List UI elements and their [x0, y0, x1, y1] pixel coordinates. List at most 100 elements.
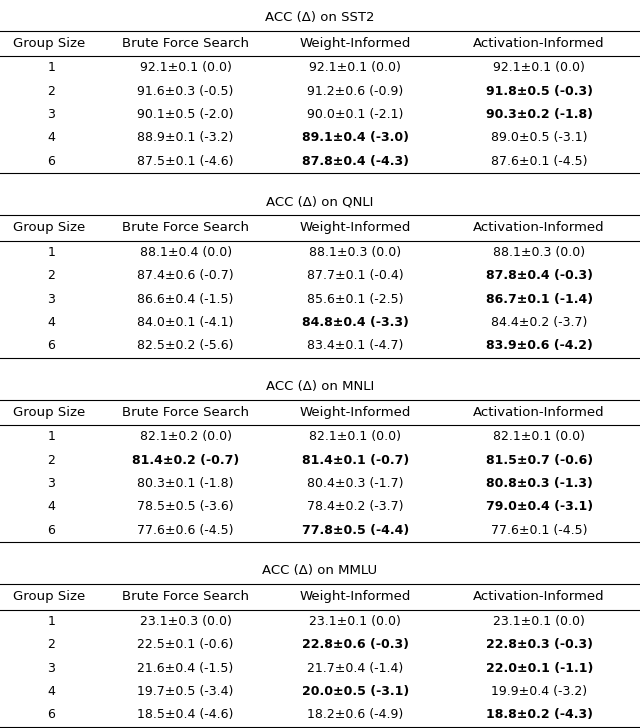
Text: 4: 4: [47, 685, 55, 698]
Text: Weight-Informed: Weight-Informed: [300, 406, 411, 419]
Text: Brute Force Search: Brute Force Search: [122, 37, 249, 50]
Text: 88.9±0.1 (-3.2): 88.9±0.1 (-3.2): [138, 132, 234, 144]
Text: 86.7±0.1 (-1.4): 86.7±0.1 (-1.4): [486, 293, 593, 306]
Text: 3: 3: [47, 108, 55, 121]
Text: Activation-Informed: Activation-Informed: [474, 37, 605, 50]
Text: 18.2±0.6 (-4.9): 18.2±0.6 (-4.9): [307, 708, 403, 721]
Text: 84.0±0.1 (-4.1): 84.0±0.1 (-4.1): [138, 316, 234, 329]
Text: 23.1±0.1 (0.0): 23.1±0.1 (0.0): [493, 615, 585, 628]
Text: Group Size: Group Size: [13, 37, 86, 50]
Text: 90.3±0.2 (-1.8): 90.3±0.2 (-1.8): [486, 108, 593, 121]
Text: 91.8±0.5 (-0.3): 91.8±0.5 (-0.3): [486, 84, 593, 98]
Text: 1: 1: [47, 61, 55, 74]
Text: 92.1±0.1 (0.0): 92.1±0.1 (0.0): [140, 61, 232, 74]
Text: 22.8±0.6 (-0.3): 22.8±0.6 (-0.3): [301, 638, 409, 652]
Text: Group Size: Group Size: [13, 221, 86, 234]
Text: 83.9±0.6 (-4.2): 83.9±0.6 (-4.2): [486, 339, 593, 352]
Text: 83.4±0.1 (-4.7): 83.4±0.1 (-4.7): [307, 339, 403, 352]
Text: ACC (Δ) on MNLI: ACC (Δ) on MNLI: [266, 379, 374, 392]
Text: Brute Force Search: Brute Force Search: [122, 406, 249, 419]
Text: 91.2±0.6 (-0.9): 91.2±0.6 (-0.9): [307, 84, 403, 98]
Text: Activation-Informed: Activation-Informed: [474, 590, 605, 604]
Text: Activation-Informed: Activation-Informed: [474, 406, 605, 419]
Text: 91.6±0.3 (-0.5): 91.6±0.3 (-0.5): [138, 84, 234, 98]
Text: 2: 2: [47, 454, 55, 467]
Text: 87.8±0.4 (-0.3): 87.8±0.4 (-0.3): [486, 269, 593, 282]
Text: 90.1±0.5 (-2.0): 90.1±0.5 (-2.0): [138, 108, 234, 121]
Text: 87.4±0.6 (-0.7): 87.4±0.6 (-0.7): [138, 269, 234, 282]
Text: 87.5±0.1 (-4.6): 87.5±0.1 (-4.6): [138, 155, 234, 167]
Text: 78.5±0.5 (-3.6): 78.5±0.5 (-3.6): [138, 500, 234, 513]
Text: 88.1±0.3 (0.0): 88.1±0.3 (0.0): [309, 246, 401, 259]
Text: 4: 4: [47, 316, 55, 329]
Text: 18.5±0.4 (-4.6): 18.5±0.4 (-4.6): [138, 708, 234, 721]
Text: ACC (Δ) on QNLI: ACC (Δ) on QNLI: [266, 195, 374, 208]
Text: 22.5±0.1 (-0.6): 22.5±0.1 (-0.6): [138, 638, 234, 652]
Text: ACC (Δ) on MMLU: ACC (Δ) on MMLU: [262, 564, 378, 577]
Text: 4: 4: [47, 500, 55, 513]
Text: 85.6±0.1 (-2.5): 85.6±0.1 (-2.5): [307, 293, 403, 306]
Text: 82.5±0.2 (-5.6): 82.5±0.2 (-5.6): [138, 339, 234, 352]
Text: 82.1±0.1 (0.0): 82.1±0.1 (0.0): [309, 430, 401, 443]
Text: 1: 1: [47, 430, 55, 443]
Text: Group Size: Group Size: [13, 590, 86, 604]
Text: Brute Force Search: Brute Force Search: [122, 221, 249, 234]
Text: 22.0±0.1 (-1.1): 22.0±0.1 (-1.1): [486, 662, 593, 675]
Text: 21.7±0.4 (-1.4): 21.7±0.4 (-1.4): [307, 662, 403, 675]
Text: 3: 3: [47, 477, 55, 490]
Text: 80.8±0.3 (-1.3): 80.8±0.3 (-1.3): [486, 477, 593, 490]
Text: 2: 2: [47, 638, 55, 652]
Text: 89.1±0.4 (-3.0): 89.1±0.4 (-3.0): [301, 132, 409, 144]
Text: 19.9±0.4 (-3.2): 19.9±0.4 (-3.2): [491, 685, 588, 698]
Text: 88.1±0.4 (0.0): 88.1±0.4 (0.0): [140, 246, 232, 259]
Text: ACC (Δ) on SST2: ACC (Δ) on SST2: [265, 11, 375, 23]
Text: 88.1±0.3 (0.0): 88.1±0.3 (0.0): [493, 246, 585, 259]
Text: 21.6±0.4 (-1.5): 21.6±0.4 (-1.5): [138, 662, 234, 675]
Text: 87.8±0.4 (-4.3): 87.8±0.4 (-4.3): [301, 155, 409, 167]
Text: 80.3±0.1 (-1.8): 80.3±0.1 (-1.8): [138, 477, 234, 490]
Text: 3: 3: [47, 662, 55, 675]
Text: 22.8±0.3 (-0.3): 22.8±0.3 (-0.3): [486, 638, 593, 652]
Text: 82.1±0.1 (0.0): 82.1±0.1 (0.0): [493, 430, 585, 443]
Text: 86.6±0.4 (-1.5): 86.6±0.4 (-1.5): [138, 293, 234, 306]
Text: 6: 6: [47, 339, 55, 352]
Text: Activation-Informed: Activation-Informed: [474, 221, 605, 234]
Text: 4: 4: [47, 132, 55, 144]
Text: 90.0±0.1 (-2.1): 90.0±0.1 (-2.1): [307, 108, 403, 121]
Text: 81.4±0.1 (-0.7): 81.4±0.1 (-0.7): [301, 454, 409, 467]
Text: 1: 1: [47, 615, 55, 628]
Text: Weight-Informed: Weight-Informed: [300, 221, 411, 234]
Text: 84.4±0.2 (-3.7): 84.4±0.2 (-3.7): [491, 316, 588, 329]
Text: 81.5±0.7 (-0.6): 81.5±0.7 (-0.6): [486, 454, 593, 467]
Text: 87.6±0.1 (-4.5): 87.6±0.1 (-4.5): [491, 155, 588, 167]
Text: 20.0±0.5 (-3.1): 20.0±0.5 (-3.1): [301, 685, 409, 698]
Text: 81.4±0.2 (-0.7): 81.4±0.2 (-0.7): [132, 454, 239, 467]
Text: 6: 6: [47, 155, 55, 167]
Text: 6: 6: [47, 708, 55, 721]
Text: Group Size: Group Size: [13, 406, 86, 419]
Text: 87.7±0.1 (-0.4): 87.7±0.1 (-0.4): [307, 269, 403, 282]
Text: 77.6±0.1 (-4.5): 77.6±0.1 (-4.5): [491, 524, 588, 537]
Text: 2: 2: [47, 269, 55, 282]
Text: 84.8±0.4 (-3.3): 84.8±0.4 (-3.3): [302, 316, 408, 329]
Text: Weight-Informed: Weight-Informed: [300, 590, 411, 604]
Text: 3: 3: [47, 293, 55, 306]
Text: 23.1±0.3 (0.0): 23.1±0.3 (0.0): [140, 615, 232, 628]
Text: 23.1±0.1 (0.0): 23.1±0.1 (0.0): [309, 615, 401, 628]
Text: 77.6±0.6 (-4.5): 77.6±0.6 (-4.5): [138, 524, 234, 537]
Text: 92.1±0.1 (0.0): 92.1±0.1 (0.0): [493, 61, 585, 74]
Text: 6: 6: [47, 524, 55, 537]
Text: 77.8±0.5 (-4.4): 77.8±0.5 (-4.4): [301, 524, 409, 537]
Text: 18.8±0.2 (-4.3): 18.8±0.2 (-4.3): [486, 708, 593, 721]
Text: 80.4±0.3 (-1.7): 80.4±0.3 (-1.7): [307, 477, 403, 490]
Text: 19.7±0.5 (-3.4): 19.7±0.5 (-3.4): [138, 685, 234, 698]
Text: 89.0±0.5 (-3.1): 89.0±0.5 (-3.1): [491, 132, 588, 144]
Text: 1: 1: [47, 246, 55, 259]
Text: 82.1±0.2 (0.0): 82.1±0.2 (0.0): [140, 430, 232, 443]
Text: 92.1±0.1 (0.0): 92.1±0.1 (0.0): [309, 61, 401, 74]
Text: 79.0±0.4 (-3.1): 79.0±0.4 (-3.1): [486, 500, 593, 513]
Text: 2: 2: [47, 84, 55, 98]
Text: 78.4±0.2 (-3.7): 78.4±0.2 (-3.7): [307, 500, 403, 513]
Text: Weight-Informed: Weight-Informed: [300, 37, 411, 50]
Text: Brute Force Search: Brute Force Search: [122, 590, 249, 604]
